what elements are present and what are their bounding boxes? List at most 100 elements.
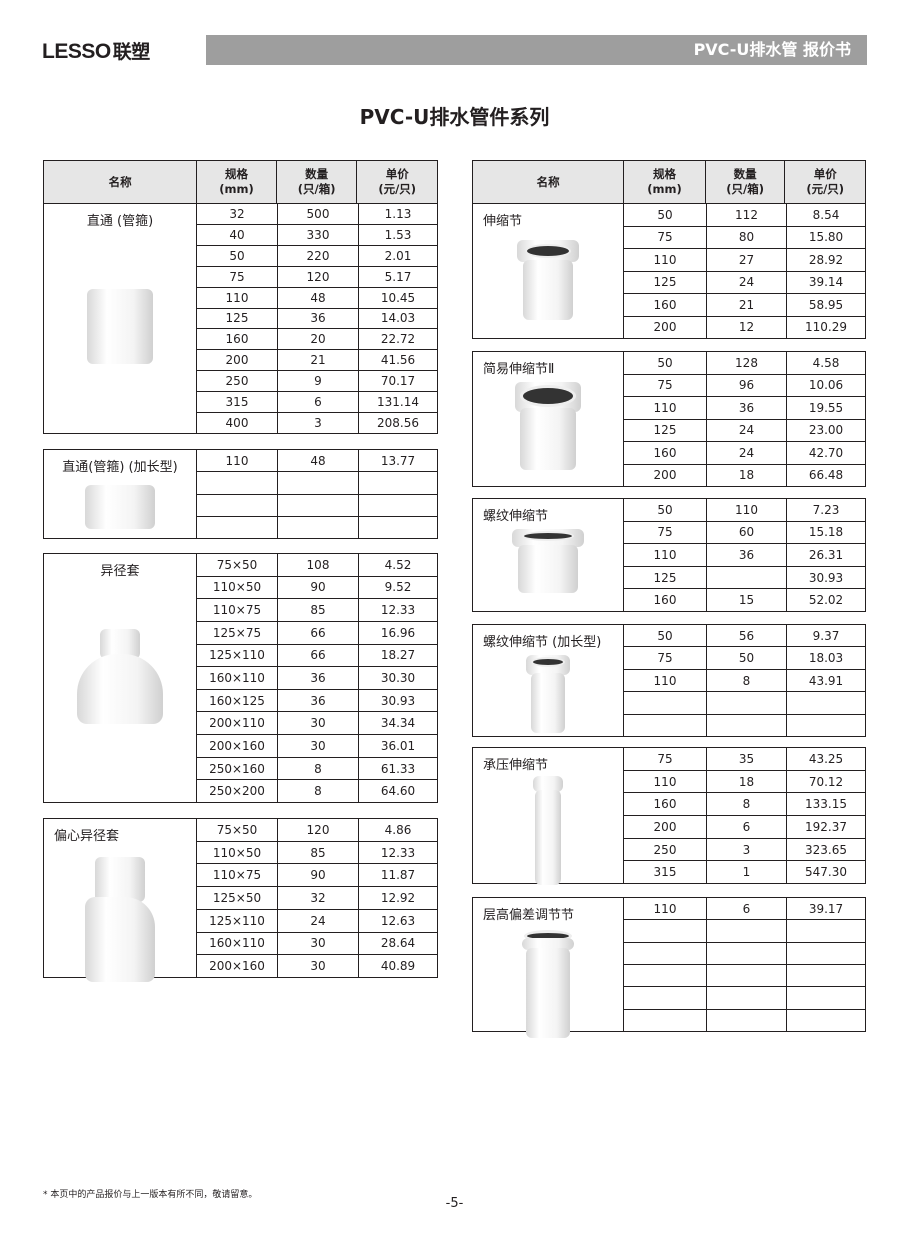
table-row: 160 24 42.70 (624, 441, 865, 464)
table-row: 125×50 32 12.92 (197, 886, 437, 909)
cell-spec (624, 920, 706, 941)
cell-spec: 250×160 (209, 761, 265, 776)
table-row: 75 96 10.06 (624, 373, 865, 396)
cell-spec: 50 (657, 502, 673, 517)
product-name: 螺纹伸缩节 (483, 509, 549, 524)
cell-price (786, 964, 865, 987)
cell-qty: 90 (277, 576, 358, 599)
cell-spec: 125 (653, 275, 677, 290)
cell-spec: 200 (225, 353, 249, 368)
cell-price: 36.01 (358, 735, 437, 757)
page-number: -5- (445, 1196, 464, 1211)
cell-spec: 110 (653, 901, 677, 916)
cell-spec: 50 (657, 207, 673, 222)
cell-spec: 250 (653, 842, 677, 857)
cell-price (786, 714, 865, 737)
cell-price: 15.80 (786, 226, 865, 248)
cell-spec: 110 (653, 673, 677, 688)
cell-qty: 80 (706, 226, 786, 248)
cell-qty: 30 (277, 712, 358, 735)
cell-price: 12.63 (358, 909, 437, 932)
cell-price: 19.55 (786, 397, 865, 419)
table-row: 40 330 1.53 (197, 223, 437, 245)
cell-price: 13.77 (358, 450, 437, 472)
cell-qty (706, 942, 786, 964)
cell-spec: 75 (657, 651, 673, 666)
cell-spec: 125×75 (212, 625, 262, 640)
cell-qty: 36 (277, 308, 358, 329)
product-name: 偏心异径套 (54, 829, 120, 844)
table-header: 名称 规格 (mm) 数量 (只/箱) 单价 (元/只) (472, 160, 866, 204)
product-name-cell: 承压伸缩节 (473, 748, 624, 885)
product-block: 偏心异径套 75×50 120 4.86 110×50 85 12.33 110×75 90 11… (43, 818, 438, 982)
table-row: 125×110 66 18.27 (197, 643, 437, 667)
cell-qty (277, 494, 358, 516)
cell-qty (706, 692, 786, 714)
cell-spec (197, 495, 277, 516)
table-row: 75 80 15.80 (624, 225, 865, 248)
cell-price: 64.60 (358, 780, 437, 803)
product-name: 简易伸缩节Ⅱ (483, 362, 555, 377)
product-rows: 50 110 7.23 75 60 15.18 110 36 26.31 125 30.93 160 1… (624, 499, 865, 611)
product-name: 螺纹伸缩节 (加长型) (483, 635, 602, 650)
table-row: 50 110 7.23 (624, 499, 865, 521)
cell-qty: 36 (706, 397, 786, 419)
column-header-spec: 规格 (mm) (623, 161, 705, 203)
column-header-price: 单价 (元/只) (356, 161, 437, 203)
cell-qty (706, 920, 786, 942)
cell-spec: 110 (225, 290, 249, 305)
product-rows: 75×50 120 4.86 110×50 85 12.33 110×75 90 11.87 12… (197, 819, 437, 978)
cell-price: 61.33 (358, 757, 437, 780)
cell-spec: 110×50 (212, 845, 262, 860)
table-row: 32 500 1.13 (197, 204, 437, 224)
cell-qty: 6 (706, 816, 786, 838)
cell-qty (706, 987, 786, 1009)
table-row: 160 8 133.15 (624, 792, 865, 816)
table-row (624, 691, 865, 714)
table-row (624, 941, 865, 964)
lesso-logo: LESSO 联塑 (42, 37, 150, 64)
table-row: 75 50 18.03 (624, 646, 865, 669)
table-row: 125 24 23.00 (624, 418, 865, 441)
cell-qty: 128 (706, 352, 786, 374)
table-row: 75×50 120 4.86 (197, 819, 437, 841)
table-row: 160 20 22.72 (197, 328, 437, 350)
table-row: 75×50 108 4.52 (197, 554, 437, 576)
product-block: 伸缩节 50 112 8.54 75 80 15.80 110 27 28.92 125 24 39.1… (472, 203, 866, 339)
table-row: 315 1 547.30 (624, 860, 865, 884)
table-row: 160 21 58.95 (624, 293, 865, 316)
cell-price: 11.87 (358, 864, 437, 887)
product-name-cell: 偏心异径套 (44, 819, 197, 982)
cell-spec: 50 (657, 355, 673, 370)
cell-qty: 85 (277, 841, 358, 864)
cell-spec: 160 (225, 332, 249, 347)
table-row: 110 36 26.31 (624, 543, 865, 566)
table-row (624, 963, 865, 987)
cell-qty: 24 (706, 419, 786, 441)
cell-price: 66.48 (786, 464, 865, 486)
cell-spec: 110×50 (212, 580, 262, 595)
cell-spec: 160 (653, 297, 677, 312)
cell-qty: 36 (277, 689, 358, 712)
cell-qty: 30 (277, 955, 358, 978)
cell-price: 16.96 (358, 621, 437, 644)
product-name: 直通 (管箍) (86, 214, 154, 229)
cell-price: 4.86 (358, 819, 437, 841)
cell-price: 18.27 (358, 644, 437, 667)
cell-price: 8.54 (786, 204, 865, 226)
product-rows: 32 500 1.13 40 330 1.53 50 220 2.01 75 120 5.17 110 4… (197, 204, 437, 433)
cell-qty: 36 (277, 667, 358, 689)
cell-qty: 24 (706, 271, 786, 293)
table-row: 50 220 2.01 (197, 244, 437, 266)
column-header-qty: 数量 (只/箱) (704, 161, 785, 203)
cell-qty: 90 (277, 864, 358, 887)
column-header-qty: 数量 (只/箱) (275, 161, 357, 203)
cell-qty: 85 (277, 599, 358, 621)
table-row: 200×110 30 34.34 (197, 711, 437, 735)
table-row: 75 35 43.25 (624, 748, 865, 770)
product-name-cell: 伸缩节 (473, 204, 624, 338)
cell-spec: 110 (225, 453, 249, 468)
cell-spec (197, 517, 277, 538)
table-row: 250×200 8 64.60 (197, 779, 437, 803)
cell-qty: 8 (277, 757, 358, 780)
